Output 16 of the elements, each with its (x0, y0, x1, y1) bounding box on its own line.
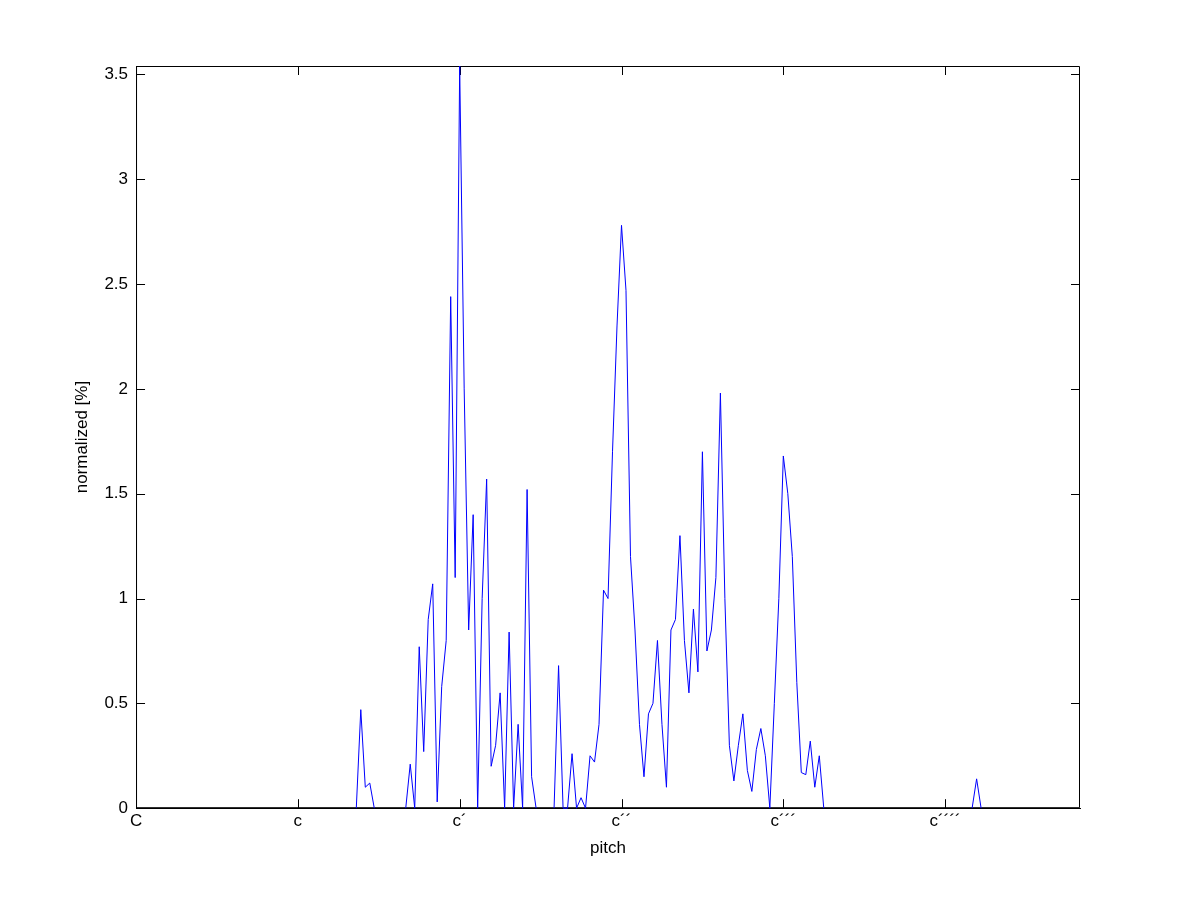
x-tick-label: C (129, 811, 143, 831)
x-tick-label: c´ (452, 811, 467, 831)
x-tick-label: c´´´´ (929, 811, 961, 831)
y-tick-label: 3 (118, 168, 129, 188)
y-tick-label: 0 (118, 797, 129, 817)
y-tick-label: 1 (118, 588, 129, 608)
y-tick-label: 0.5 (104, 693, 129, 713)
x-axis-title: pitch (590, 838, 626, 858)
y-tick-label: 2 (118, 378, 129, 398)
y-tick-label: 1.5 (104, 483, 129, 503)
x-tick-label: c´´´ (770, 811, 797, 831)
x-tick-label: c´´ (611, 811, 632, 831)
y-tick-label: 3.5 (104, 64, 129, 84)
x-tick-label: c (293, 811, 303, 831)
y-axis-title: normalized [%] (71, 380, 91, 494)
y-tick-label: 2.5 (104, 273, 129, 293)
